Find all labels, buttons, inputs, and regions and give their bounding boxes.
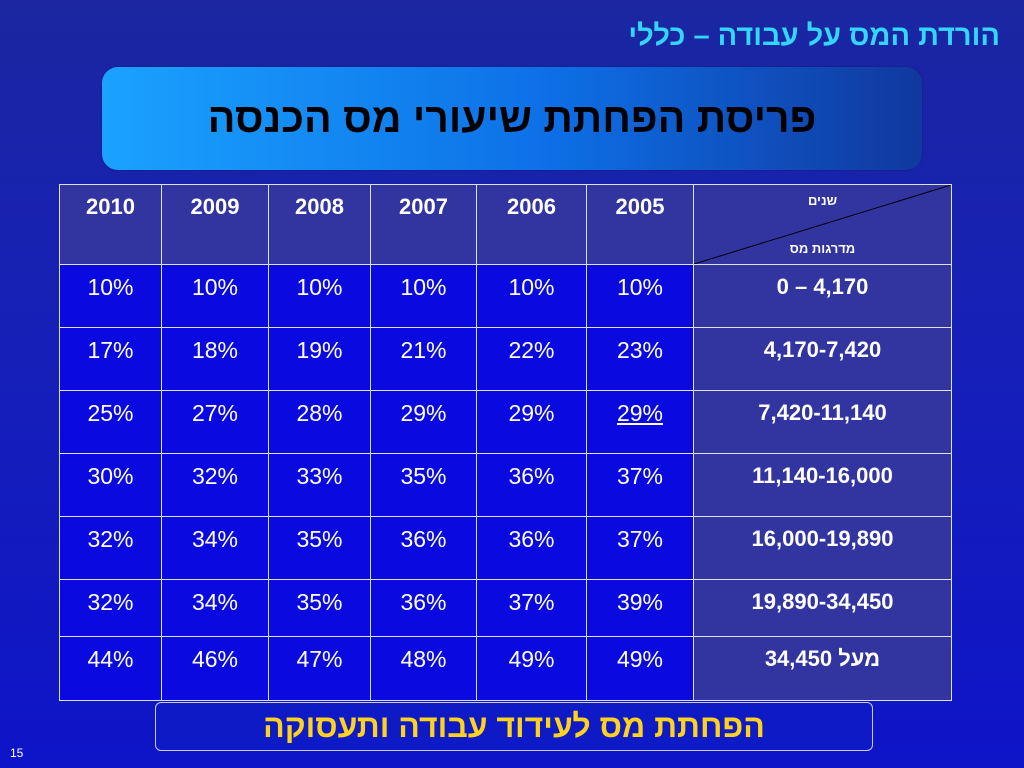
rate-cell: 10% bbox=[59, 264, 162, 328]
bracket-cell: 0 – 4,170 bbox=[693, 264, 952, 328]
bracket-cell: 7,420-11,140 bbox=[693, 390, 952, 454]
rate-cell: 39% bbox=[586, 579, 694, 637]
rate-cell: 29% bbox=[586, 390, 694, 454]
rate-cell: 46% bbox=[161, 636, 269, 701]
year-header: 2010 bbox=[59, 184, 162, 265]
rate-cell: 32% bbox=[59, 579, 162, 637]
rate-cell: 37% bbox=[586, 516, 694, 580]
corner-brackets-label: מדרגות מס bbox=[789, 241, 856, 256]
page-number: 15 bbox=[10, 746, 24, 760]
rate-cell: 37% bbox=[586, 453, 694, 517]
rate-cell: 21% bbox=[370, 327, 477, 391]
rate-cell: 32% bbox=[59, 516, 162, 580]
rate-cell: 36% bbox=[370, 516, 477, 580]
rate-cell: 18% bbox=[161, 327, 269, 391]
year-header: 2008 bbox=[268, 184, 371, 265]
table-row: 30% 32% 33% 35% 36% 37% 11,140-16,000 bbox=[59, 453, 952, 517]
rate-cell: 10% bbox=[370, 264, 477, 328]
rate-cell: 10% bbox=[268, 264, 371, 328]
diagonal-divider bbox=[694, 185, 951, 264]
rate-cell: 19% bbox=[268, 327, 371, 391]
rate-cell: 36% bbox=[476, 453, 587, 517]
rate-cell: 23% bbox=[586, 327, 694, 391]
corner-header: שנים מדרגות מס bbox=[693, 184, 952, 265]
table-row: 10% 10% 10% 10% 10% 10% 0 – 4,170 bbox=[59, 264, 952, 328]
bracket-cell: מעל 34,450 bbox=[693, 636, 952, 701]
year-header: 2007 bbox=[370, 184, 477, 265]
rate-cell: 10% bbox=[586, 264, 694, 328]
rate-cell: 48% bbox=[370, 636, 477, 701]
rate-cell: 25% bbox=[59, 390, 162, 454]
year-header: 2006 bbox=[476, 184, 587, 265]
rate-cell: 10% bbox=[161, 264, 269, 328]
rate-cell: 27% bbox=[161, 390, 269, 454]
table-row: 25% 27% 28% 29% 29% 29% 7,420-11,140 bbox=[59, 390, 952, 454]
rate-cell: 49% bbox=[586, 636, 694, 701]
footer-box: הפחתת מס לעידוד עבודה ותעסוקה bbox=[155, 702, 873, 751]
table-row: 44% 46% 47% 48% 49% 49% מעל 34,450 bbox=[59, 636, 952, 701]
bracket-cell: 4,170-7,420 bbox=[693, 327, 952, 391]
rate-cell: 17% bbox=[59, 327, 162, 391]
underlined-rate: 29% bbox=[616, 400, 664, 426]
rate-cell: 35% bbox=[268, 579, 371, 637]
title-box: פריסת הפחתת שיעורי מס הכנסה bbox=[102, 67, 922, 170]
table-row: 32% 34% 35% 36% 37% 39% 19,890-34,450 bbox=[59, 579, 952, 637]
year-header: 2009 bbox=[161, 184, 269, 265]
rate-cell: 36% bbox=[476, 516, 587, 580]
bracket-cell: 16,000-19,890 bbox=[693, 516, 952, 580]
footer-caption: הפחתת מס לעידוד עבודה ותעסוקה bbox=[263, 708, 765, 744]
rate-cell: 37% bbox=[476, 579, 587, 637]
rate-cell: 35% bbox=[268, 516, 371, 580]
rate-cell: 35% bbox=[370, 453, 477, 517]
rate-cell: 36% bbox=[370, 579, 477, 637]
table-header-row: 2010 2009 2008 2007 2006 2005 שנים מדרגו… bbox=[59, 184, 952, 265]
corner-years-label: שנים bbox=[807, 193, 838, 208]
rate-cell: 10% bbox=[476, 264, 587, 328]
rate-cell: 32% bbox=[161, 453, 269, 517]
bracket-cell: 11,140-16,000 bbox=[693, 453, 952, 517]
table-row: 17% 18% 19% 21% 22% 23% 4,170-7,420 bbox=[59, 327, 952, 391]
tax-rates-table: 2010 2009 2008 2007 2006 2005 שנים מדרגו… bbox=[59, 184, 952, 701]
rate-cell: 34% bbox=[161, 579, 269, 637]
rate-cell: 29% bbox=[476, 390, 587, 454]
slide-title: פריסת הפחתת שיעורי מס הכנסה bbox=[207, 95, 817, 141]
rate-cell: 30% bbox=[59, 453, 162, 517]
rate-cell: 34% bbox=[161, 516, 269, 580]
rate-cell: 44% bbox=[59, 636, 162, 701]
bracket-cell: 19,890-34,450 bbox=[693, 579, 952, 637]
rate-cell: 49% bbox=[476, 636, 587, 701]
year-header: 2005 bbox=[586, 184, 694, 265]
rate-cell: 22% bbox=[476, 327, 587, 391]
rate-cell: 33% bbox=[268, 453, 371, 517]
rate-cell: 47% bbox=[268, 636, 371, 701]
table-row: 32% 34% 35% 36% 36% 37% 16,000-19,890 bbox=[59, 516, 952, 580]
slide-header: הורדת המס על עבודה – כללי bbox=[628, 20, 1000, 52]
rate-cell: 28% bbox=[268, 390, 371, 454]
rate-cell: 29% bbox=[370, 390, 477, 454]
